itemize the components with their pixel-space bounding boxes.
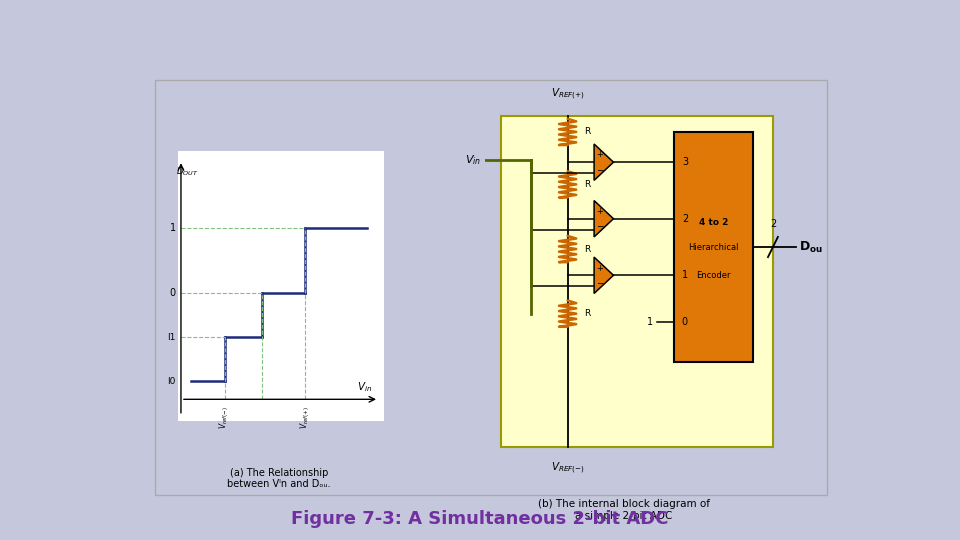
Text: −: − bbox=[596, 278, 604, 287]
Text: +: + bbox=[596, 264, 604, 273]
Text: Figure 7-3: A Simultaneous 2-bit ADC: Figure 7-3: A Simultaneous 2-bit ADC bbox=[291, 510, 669, 529]
Text: I0: I0 bbox=[168, 376, 176, 386]
Polygon shape bbox=[594, 144, 613, 180]
Text: −: − bbox=[596, 165, 604, 174]
Bar bbox=[674, 132, 753, 362]
Text: $\mathbf{D_{ou}}$: $\mathbf{D_{ou}}$ bbox=[800, 239, 824, 254]
Text: 3: 3 bbox=[682, 157, 688, 167]
Text: 1: 1 bbox=[682, 271, 688, 280]
Text: 0: 0 bbox=[682, 317, 688, 327]
Text: I1: I1 bbox=[168, 333, 176, 342]
Text: 2: 2 bbox=[682, 214, 688, 224]
Text: R: R bbox=[584, 309, 590, 318]
Text: R: R bbox=[584, 127, 590, 137]
Text: −: − bbox=[596, 221, 604, 231]
Text: 4 to 2: 4 to 2 bbox=[699, 218, 728, 227]
Text: Encoder: Encoder bbox=[696, 271, 731, 280]
Text: 1: 1 bbox=[647, 317, 653, 327]
Text: $V_{in}$: $V_{in}$ bbox=[357, 380, 372, 394]
Polygon shape bbox=[594, 257, 613, 293]
Text: $V_{REF(-)}$: $V_{REF(-)}$ bbox=[551, 461, 585, 476]
Polygon shape bbox=[594, 200, 613, 237]
Text: $V_{ref(-)}$: $V_{ref(-)}$ bbox=[218, 407, 231, 429]
Text: 2: 2 bbox=[770, 219, 776, 229]
Text: +: + bbox=[596, 151, 604, 159]
Text: Hierarchical: Hierarchical bbox=[688, 242, 738, 252]
Text: 0: 0 bbox=[170, 288, 176, 299]
Text: R: R bbox=[584, 245, 590, 253]
Text: 1: 1 bbox=[170, 223, 176, 233]
Text: (a) The Relationship
between Vᴵn and Dₒᵤ.: (a) The Relationship between Vᴵn and Dₒᵤ… bbox=[228, 468, 330, 489]
Text: (b) The internal block diagram of
a simple 2-bit ADC: (b) The internal block diagram of a simp… bbox=[538, 500, 709, 521]
Text: $V_{in}$: $V_{in}$ bbox=[466, 153, 482, 167]
Bar bbox=[501, 116, 773, 447]
Text: $V_{REF(+)}$: $V_{REF(+)}$ bbox=[551, 86, 585, 102]
Text: +: + bbox=[596, 207, 604, 216]
Text: R: R bbox=[584, 180, 590, 189]
Text: $V_{ref(+)}$: $V_{ref(+)}$ bbox=[299, 407, 312, 429]
Text: $D_{OUT}$: $D_{OUT}$ bbox=[176, 166, 199, 178]
